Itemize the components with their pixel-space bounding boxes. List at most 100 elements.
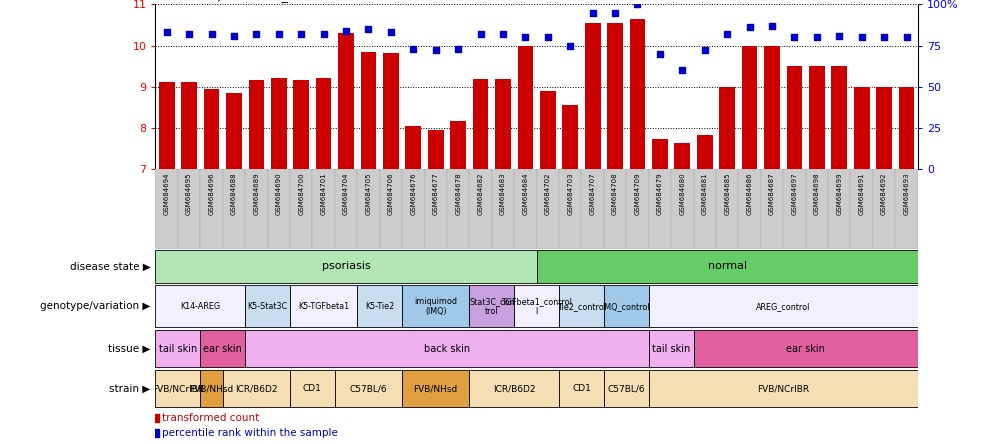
FancyBboxPatch shape	[447, 169, 469, 249]
Point	[606, 9, 622, 16]
Text: GSM684695: GSM684695	[186, 173, 192, 215]
FancyBboxPatch shape	[268, 169, 290, 249]
FancyBboxPatch shape	[581, 169, 603, 249]
FancyBboxPatch shape	[491, 169, 514, 249]
Text: tissue ▶: tissue ▶	[108, 344, 150, 353]
Text: GSM684684: GSM684684	[522, 173, 528, 215]
Text: GSM684697: GSM684697	[791, 173, 797, 215]
FancyBboxPatch shape	[177, 169, 200, 249]
Point	[147, 430, 163, 437]
FancyBboxPatch shape	[625, 169, 648, 249]
FancyBboxPatch shape	[402, 285, 469, 327]
Point	[158, 29, 174, 36]
Text: GSM684689: GSM684689	[254, 173, 260, 215]
FancyBboxPatch shape	[402, 169, 424, 249]
Point	[651, 50, 667, 57]
FancyBboxPatch shape	[805, 169, 828, 249]
Bar	[876, 87, 891, 169]
Text: imiquimod
(IMQ): imiquimod (IMQ)	[414, 297, 457, 316]
Text: GDS3907 / 1428353_at: GDS3907 / 1428353_at	[155, 0, 301, 2]
Text: GSM684685: GSM684685	[723, 173, 729, 215]
FancyBboxPatch shape	[244, 169, 268, 249]
Point	[405, 45, 421, 52]
FancyBboxPatch shape	[200, 370, 222, 407]
Point	[338, 27, 354, 34]
Point	[673, 67, 689, 74]
FancyBboxPatch shape	[312, 169, 335, 249]
Text: GSM684700: GSM684700	[298, 173, 304, 215]
FancyBboxPatch shape	[648, 285, 917, 327]
Point	[539, 34, 555, 41]
Bar	[898, 87, 914, 169]
Bar	[450, 122, 466, 169]
FancyBboxPatch shape	[469, 370, 558, 407]
Bar	[673, 143, 689, 169]
FancyBboxPatch shape	[290, 285, 357, 327]
Text: psoriasis: psoriasis	[322, 262, 370, 271]
Text: GSM684696: GSM684696	[208, 173, 214, 215]
FancyBboxPatch shape	[469, 285, 514, 327]
Bar	[606, 23, 622, 169]
FancyBboxPatch shape	[737, 169, 761, 249]
FancyBboxPatch shape	[828, 169, 850, 249]
Text: K14-AREG: K14-AREG	[180, 302, 220, 311]
Point	[517, 34, 533, 41]
Bar	[584, 23, 600, 169]
Point	[248, 31, 265, 38]
FancyBboxPatch shape	[380, 169, 402, 249]
Point	[271, 31, 287, 38]
Point	[562, 42, 578, 49]
Text: GSM684691: GSM684691	[858, 173, 864, 215]
FancyBboxPatch shape	[603, 370, 648, 407]
FancyBboxPatch shape	[514, 285, 558, 327]
Text: GSM684679: GSM684679	[656, 173, 662, 215]
Text: GSM684681: GSM684681	[701, 173, 707, 215]
Text: disease state ▶: disease state ▶	[69, 262, 150, 271]
Point	[472, 31, 488, 38]
Point	[898, 34, 914, 41]
Point	[853, 34, 869, 41]
Text: GSM684709: GSM684709	[634, 173, 640, 215]
Text: Stat3C_con
trol: Stat3C_con trol	[469, 297, 514, 316]
Bar	[316, 79, 331, 169]
Bar	[361, 52, 376, 169]
Point	[225, 32, 241, 39]
Bar	[696, 135, 711, 169]
FancyBboxPatch shape	[290, 169, 312, 249]
FancyBboxPatch shape	[155, 330, 200, 367]
Text: back skin: back skin	[424, 344, 470, 353]
Text: percentile rank within the sample: percentile rank within the sample	[162, 428, 338, 438]
Text: normal: normal	[706, 262, 746, 271]
FancyBboxPatch shape	[603, 285, 648, 327]
FancyBboxPatch shape	[872, 169, 895, 249]
FancyBboxPatch shape	[850, 169, 872, 249]
Text: GSM684676: GSM684676	[410, 173, 416, 215]
Point	[718, 31, 734, 38]
FancyBboxPatch shape	[648, 330, 692, 367]
Text: GSM684683: GSM684683	[499, 173, 505, 215]
FancyBboxPatch shape	[536, 250, 917, 283]
Bar	[181, 83, 196, 169]
Text: GSM684690: GSM684690	[276, 173, 282, 215]
Text: genotype/variation ▶: genotype/variation ▶	[40, 301, 150, 311]
Point	[831, 32, 847, 39]
FancyBboxPatch shape	[558, 370, 603, 407]
Text: AREG_control: AREG_control	[756, 302, 810, 311]
Bar	[248, 80, 264, 169]
Point	[808, 34, 824, 41]
Bar	[383, 53, 399, 169]
Bar	[158, 83, 174, 169]
FancyBboxPatch shape	[357, 169, 380, 249]
FancyBboxPatch shape	[357, 285, 402, 327]
Bar	[203, 89, 219, 169]
FancyBboxPatch shape	[244, 285, 290, 327]
Bar	[338, 33, 354, 169]
Text: GSM684704: GSM684704	[343, 173, 349, 215]
FancyBboxPatch shape	[469, 169, 491, 249]
Text: TGFbeta1_control
l: TGFbeta1_control l	[501, 297, 571, 316]
FancyBboxPatch shape	[200, 330, 244, 367]
FancyBboxPatch shape	[648, 169, 670, 249]
Text: IMQ_control: IMQ_control	[602, 302, 649, 311]
Text: GSM684708: GSM684708	[611, 173, 617, 215]
Point	[740, 24, 757, 31]
